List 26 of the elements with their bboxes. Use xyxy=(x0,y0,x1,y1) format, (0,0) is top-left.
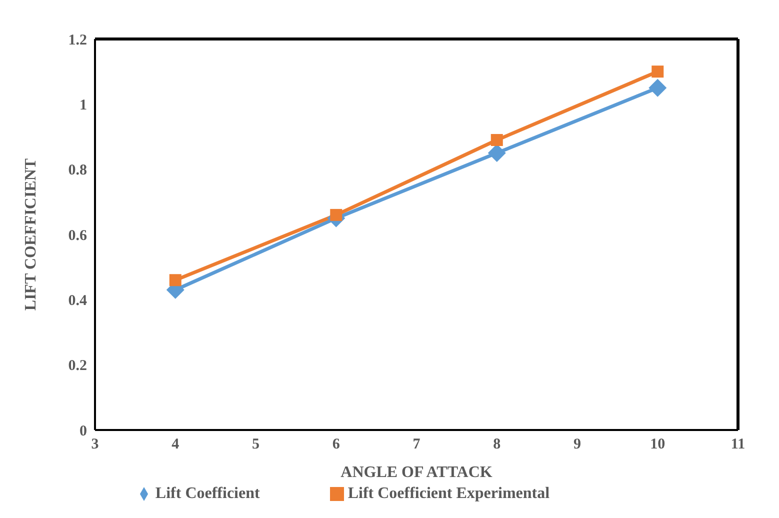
y-tick-label: 1 xyxy=(80,97,87,114)
point xyxy=(652,66,664,78)
y-tick-label: 0.4 xyxy=(68,292,88,309)
x-tick-label: 3 xyxy=(91,436,99,453)
x-tick-label: 5 xyxy=(252,436,260,453)
x-tick-label: 8 xyxy=(493,436,501,453)
x-tick-label: 9 xyxy=(574,436,581,453)
point xyxy=(169,274,182,286)
x-tick-label: 7 xyxy=(412,436,421,453)
x-tick-label: 4 xyxy=(172,436,180,453)
y-tick-label: 1.2 xyxy=(68,32,87,48)
legend-label: Lift Coefficient Experimental xyxy=(348,485,550,502)
x-tick-label: 10 xyxy=(650,436,666,453)
point xyxy=(488,144,506,162)
legend-label: Lift Coefficient xyxy=(155,485,260,502)
y-tick-label: 0 xyxy=(80,423,87,440)
x-tick-label: 6 xyxy=(332,436,340,453)
y-tick-label: 0.8 xyxy=(68,162,87,179)
y-axis-title: LIFT COEFFICIENT xyxy=(22,158,40,311)
x-axis-title: ANGLE OF ATTACK xyxy=(340,464,493,481)
point xyxy=(648,78,667,97)
y-tick-label: 0.6 xyxy=(68,228,88,244)
point xyxy=(330,208,342,221)
y-tick-label: 0.2 xyxy=(68,358,87,374)
point xyxy=(490,134,503,146)
x-tick-label: 11 xyxy=(730,436,746,453)
